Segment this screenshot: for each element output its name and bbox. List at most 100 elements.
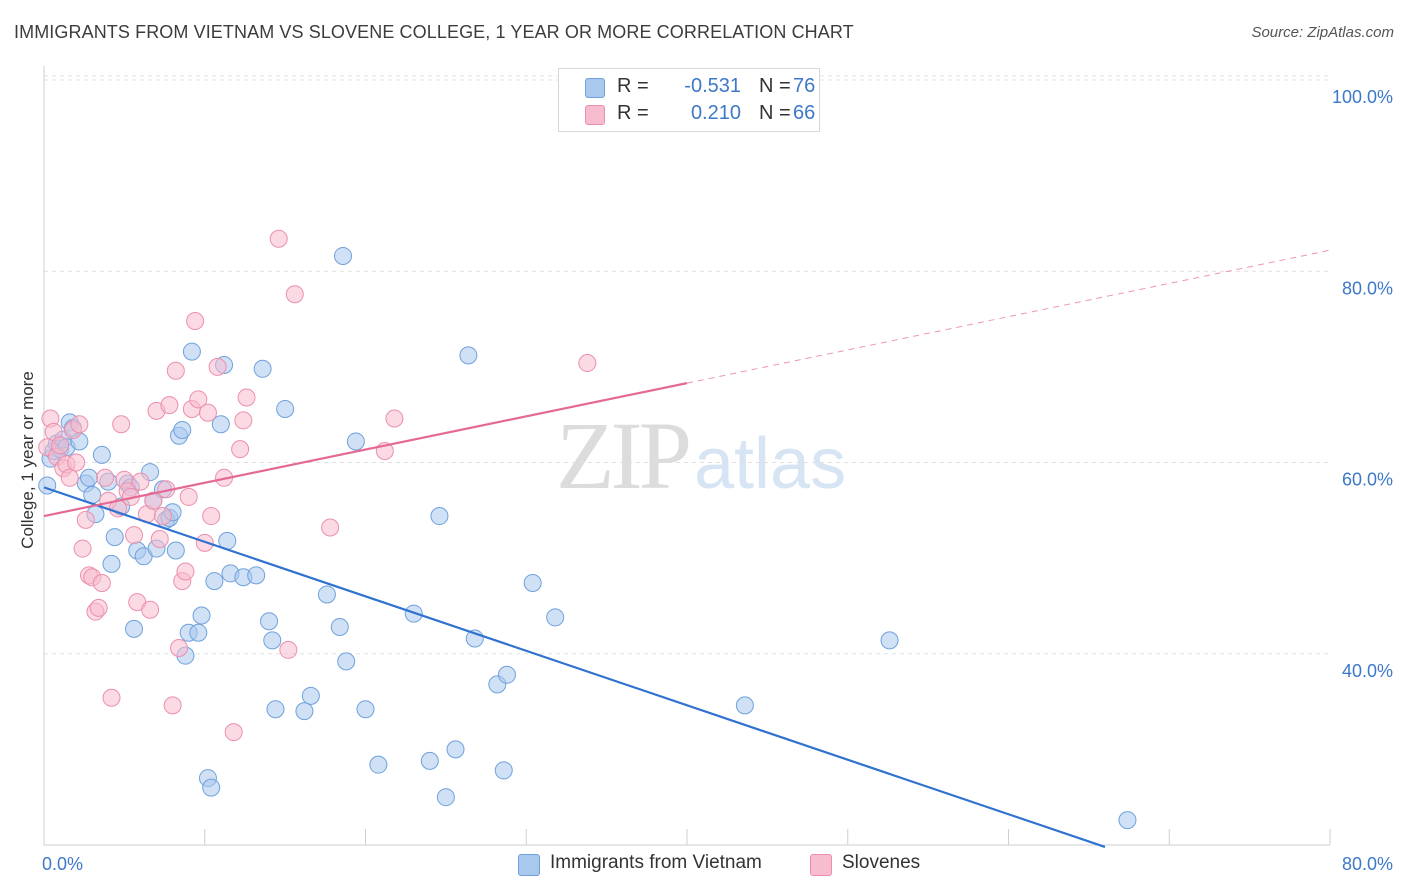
data-point-slovenes xyxy=(144,491,163,510)
data-point-vietnam xyxy=(105,528,124,547)
data-point-slovenes xyxy=(321,518,340,537)
legend-swatch-blue xyxy=(585,78,605,98)
trendline-vietnam xyxy=(43,486,1106,848)
data-point-vietnam xyxy=(446,740,465,759)
y-tick-label: 40.0% xyxy=(1342,661,1393,681)
data-point-vietnam xyxy=(80,468,99,487)
stats-legend: R = -0.531 N = 76 R = 0.210 N = 66 xyxy=(558,68,820,132)
data-point-vietnam xyxy=(182,342,201,361)
data-point-vietnam xyxy=(102,554,121,573)
data-point-vietnam xyxy=(430,507,449,526)
data-point-slovenes xyxy=(131,472,150,491)
data-point-vietnam xyxy=(125,619,144,638)
legend-r-label: R = xyxy=(617,75,649,97)
data-point-slovenes xyxy=(160,396,179,415)
data-point-slovenes xyxy=(198,403,217,422)
y-tick-label: 60.0% xyxy=(1342,470,1393,490)
data-point-slovenes xyxy=(70,415,89,434)
data-point-vietnam xyxy=(330,617,349,636)
data-point-slovenes xyxy=(237,388,256,407)
data-point-vietnam xyxy=(173,420,192,439)
data-point-slovenes xyxy=(224,723,243,742)
data-point-vietnam xyxy=(346,432,365,451)
data-point-vietnam xyxy=(247,566,266,585)
data-point-vietnam xyxy=(263,631,282,650)
bottom-legend-swatch-pink xyxy=(810,854,832,876)
data-point-vietnam xyxy=(333,246,352,265)
bottom-legend-swatch-blue xyxy=(518,854,540,876)
data-point-vietnam xyxy=(266,700,285,719)
data-point-slovenes xyxy=(153,507,172,526)
data-point-slovenes xyxy=(189,390,208,409)
data-point-slovenes xyxy=(186,311,205,330)
x-tick-label-min: 0.0% xyxy=(42,854,83,874)
data-point-slovenes xyxy=(73,539,92,558)
data-point-vietnam xyxy=(369,755,388,774)
legend-n-value: 66 xyxy=(793,102,816,124)
data-point-slovenes xyxy=(385,409,404,428)
data-point-slovenes xyxy=(176,562,195,581)
data-point-slovenes xyxy=(96,468,115,487)
data-point-slovenes xyxy=(92,573,111,592)
watermark-atlas: atlas xyxy=(694,424,847,504)
data-point-slovenes xyxy=(76,510,95,529)
data-point-vietnam xyxy=(494,761,513,780)
data-point-vietnam xyxy=(301,686,320,705)
data-point-vietnam xyxy=(253,359,272,378)
legend-r-value: 0.210 xyxy=(690,102,741,124)
watermark: ZIPatlas xyxy=(556,400,846,511)
data-point-vietnam xyxy=(735,696,754,715)
data-point-vietnam xyxy=(880,631,899,650)
legend-n-label: N = xyxy=(759,75,791,97)
source-label: Source: ZipAtlas.com xyxy=(1251,24,1394,41)
data-point-slovenes xyxy=(170,639,189,658)
trendline-slovenes-extension xyxy=(686,249,1331,384)
data-point-slovenes xyxy=(202,507,221,526)
data-point-vietnam xyxy=(523,573,542,592)
legend-n-value: 76 xyxy=(793,75,816,97)
legend-r-label: R = xyxy=(617,102,649,124)
data-point-vietnam xyxy=(546,608,565,627)
data-point-slovenes xyxy=(231,440,250,459)
data-point-vietnam xyxy=(459,346,478,365)
data-point-vietnam xyxy=(92,445,111,464)
data-point-slovenes xyxy=(60,468,79,487)
data-point-vietnam xyxy=(356,700,375,719)
data-point-slovenes xyxy=(179,487,198,506)
data-point-slovenes xyxy=(578,354,597,373)
legend-r-value: -0.531 xyxy=(684,75,741,97)
data-point-slovenes xyxy=(125,526,144,545)
bottom-legend-label: Slovenes xyxy=(842,852,921,873)
data-point-vietnam xyxy=(202,778,221,797)
data-point-vietnam xyxy=(211,415,230,434)
y-tick-label: 80.0% xyxy=(1342,278,1393,298)
data-point-vietnam xyxy=(1118,811,1137,830)
data-point-vietnam xyxy=(436,788,455,807)
watermark-zip: ZIP xyxy=(556,402,692,509)
x-tick-label-max: 80.0% xyxy=(1342,854,1393,874)
data-point-vietnam xyxy=(260,612,279,631)
data-point-slovenes xyxy=(150,530,169,548)
data-point-slovenes xyxy=(166,361,185,380)
data-point-vietnam xyxy=(166,541,185,560)
data-point-slovenes xyxy=(285,285,304,304)
data-point-slovenes xyxy=(67,453,86,472)
data-point-vietnam xyxy=(192,606,211,625)
legend-swatch-pink xyxy=(585,105,605,125)
data-point-vietnam xyxy=(420,751,439,770)
data-point-slovenes xyxy=(89,598,108,617)
legend-n-label: N = xyxy=(759,102,791,124)
data-point-slovenes xyxy=(51,436,70,455)
y-tick-label: 100.0% xyxy=(1332,87,1393,107)
data-point-vietnam xyxy=(189,623,208,642)
data-point-slovenes xyxy=(269,229,288,248)
data-point-vietnam xyxy=(317,585,336,604)
data-point-vietnam xyxy=(295,702,314,721)
bottom-legend-label: Immigrants from Vietnam xyxy=(550,852,762,873)
data-point-slovenes xyxy=(234,411,253,430)
data-point-slovenes xyxy=(141,600,160,619)
data-point-slovenes xyxy=(112,415,131,434)
data-point-vietnam xyxy=(205,572,224,591)
data-point-vietnam xyxy=(497,665,516,684)
